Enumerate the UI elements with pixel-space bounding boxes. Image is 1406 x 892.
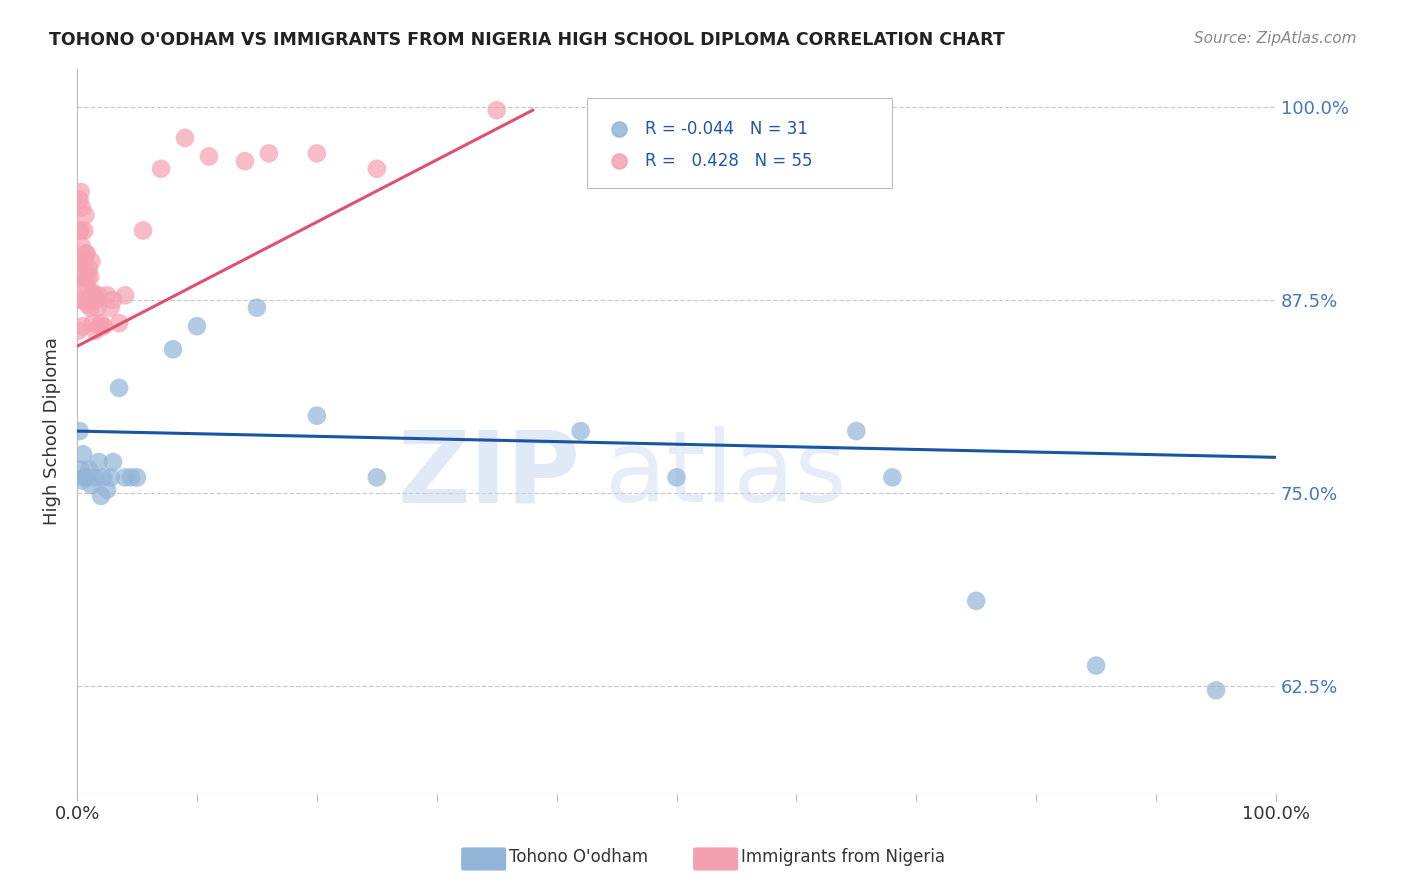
FancyBboxPatch shape [586,97,893,188]
Point [67,293,90,307]
Point [70,269,93,284]
Point [150,161,173,176]
Point [77,297,100,311]
Point [1085,658,1108,673]
Text: R =   0.428   N = 55: R = 0.428 N = 55 [645,153,813,170]
Point [79,301,101,315]
Point [84,324,107,338]
Point [96,483,118,497]
Point [607,228,630,243]
Point [305,409,328,423]
Point [73,470,96,484]
Point [485,103,508,118]
Point [198,149,221,163]
Point [77,293,100,307]
Point [366,470,388,484]
Point [76,246,98,260]
Point [67,324,90,338]
Point [607,297,630,311]
Point [569,424,592,438]
Text: TOHONO O'ODHAM VS IMMIGRANTS FROM NIGERIA HIGH SCHOOL DIPLOMA CORRELATION CHART: TOHONO O'ODHAM VS IMMIGRANTS FROM NIGERI… [49,31,1005,49]
Point [125,470,148,484]
Point [174,131,197,145]
Point [75,246,97,260]
Point [67,254,90,268]
Point [90,489,112,503]
Text: Source: ZipAtlas.com: Source: ZipAtlas.com [1194,31,1357,46]
Point [72,319,94,334]
Point [114,288,136,302]
Point [72,293,94,307]
Point [114,470,136,484]
Point [108,316,131,330]
Point [80,254,103,268]
Point [87,288,110,302]
Point [100,301,122,315]
Point [101,455,124,469]
Point [305,146,328,161]
Point [75,277,97,292]
Point [965,594,987,608]
Point [93,319,115,334]
Point [96,288,118,302]
Point [69,254,91,268]
Point [132,223,155,237]
Point [70,200,93,214]
Point [84,470,107,484]
Point [69,463,91,477]
Point [665,470,688,484]
Point [80,478,103,492]
Point [1205,683,1227,698]
Point [845,424,868,438]
Point [77,463,100,477]
Text: ZIP: ZIP [398,426,581,523]
Point [87,455,110,469]
Point [80,288,103,302]
Point [69,223,91,237]
Point [73,254,96,268]
Point [69,424,91,438]
Point [233,154,256,169]
Point [69,185,91,199]
Y-axis label: High School Diploma: High School Diploma [44,337,60,525]
Point [75,208,97,222]
Point [162,343,184,357]
Point [69,193,91,207]
Point [77,269,100,284]
Point [70,474,93,488]
Text: Immigrants from Nigeria: Immigrants from Nigeria [741,848,945,866]
Point [257,146,280,161]
Point [73,223,96,237]
Point [108,381,131,395]
Point [882,470,904,484]
Point [90,316,112,330]
Point [82,285,104,300]
Point [82,316,104,330]
Point [84,293,107,307]
Point [186,319,208,334]
Point [83,288,105,302]
Point [93,470,115,484]
Point [101,293,124,307]
Text: atlas: atlas [605,426,846,523]
Point [84,293,107,307]
Point [120,470,142,484]
Point [72,447,94,461]
Point [86,301,108,315]
Point [69,254,91,268]
Point [100,470,122,484]
Point [76,277,98,292]
Text: Tohono O'odham: Tohono O'odham [509,848,648,866]
Text: R = -0.044   N = 31: R = -0.044 N = 31 [645,120,808,137]
Point [69,223,91,237]
Point [77,262,100,277]
Point [76,470,98,484]
Point [89,319,111,334]
Point [79,269,101,284]
Point [246,301,269,315]
Point [70,239,93,253]
Point [366,161,388,176]
Point [72,269,94,284]
